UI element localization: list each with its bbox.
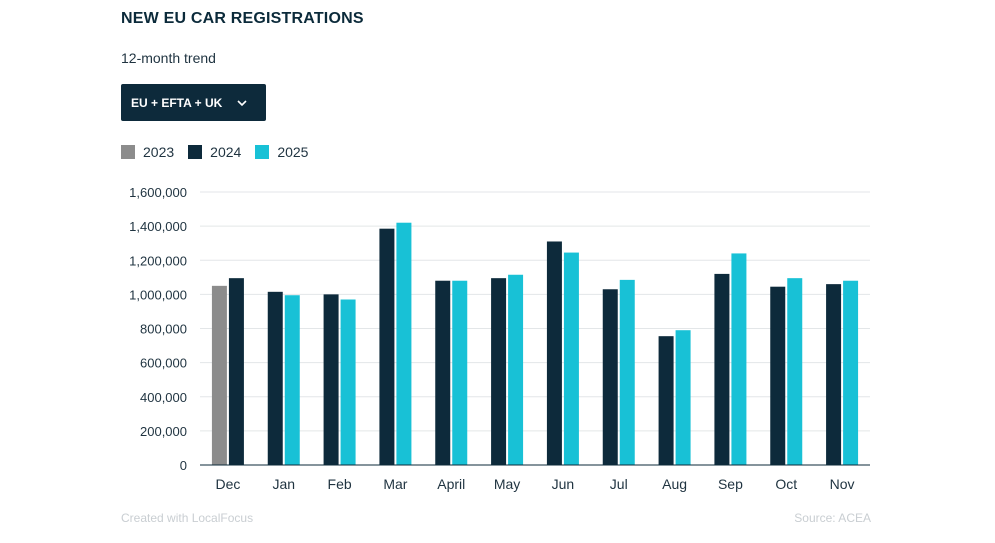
- bar-2023-dec[interactable]: [211, 285, 227, 465]
- bar-2024-feb[interactable]: [323, 294, 339, 465]
- bar-2024-nov[interactable]: [826, 284, 842, 465]
- y-tick-label: 1,000,000: [129, 287, 187, 302]
- x-tick-label: Oct: [775, 476, 797, 492]
- legend-label-2024: 2024: [210, 144, 242, 160]
- bar-2025-jun[interactable]: [563, 252, 579, 465]
- bar-2025-aug[interactable]: [675, 330, 691, 465]
- x-tick-label: Jun: [552, 476, 575, 492]
- legend: 2023 2024 2025: [121, 144, 308, 160]
- x-tick-label: May: [494, 476, 520, 492]
- x-tick-label: Jan: [272, 476, 295, 492]
- bars: [211, 222, 859, 465]
- bar-2024-may[interactable]: [491, 278, 507, 465]
- bar-2024-april[interactable]: [435, 280, 451, 465]
- credit-text: Created with LocalFocus: [121, 511, 254, 525]
- bar-2025-may[interactable]: [508, 274, 524, 465]
- y-tick-label: 1,200,000: [129, 253, 187, 268]
- x-tick-label: Mar: [383, 476, 407, 492]
- grid-lines: [200, 191, 870, 432]
- bar-2024-jul[interactable]: [602, 289, 618, 465]
- bar-2024-mar[interactable]: [379, 228, 395, 465]
- legend-label-2023: 2023: [143, 144, 175, 160]
- x-tick-label: Feb: [328, 476, 352, 492]
- y-axis-ticks: 0 200,000 400,000 600,000 800,000 1,000,000 1,…: [129, 185, 187, 473]
- y-tick-label: 1,600,000: [129, 185, 187, 200]
- source-text: Source: ACEA: [794, 511, 871, 525]
- bar-2024-dec[interactable]: [228, 278, 244, 465]
- x-tick-label: Jul: [610, 476, 628, 492]
- bar-2024-aug[interactable]: [658, 336, 674, 465]
- region-dropdown[interactable]: EU + EFTA + UK: [121, 84, 266, 121]
- bar-2025-oct[interactable]: [787, 278, 803, 465]
- y-tick-label: 0: [180, 458, 187, 473]
- bar-2025-feb[interactable]: [340, 299, 356, 465]
- legend-swatch-2024: [188, 145, 203, 159]
- x-axis-ticks: Dec Jan Feb Mar April May Jun Jul Aug Sep Oct Nov: [215, 476, 854, 492]
- y-tick-label: 200,000: [140, 424, 187, 439]
- legend-swatch-2025: [255, 145, 270, 159]
- bar-2025-jul[interactable]: [619, 279, 635, 465]
- x-tick-label: April: [437, 476, 465, 492]
- x-tick-label: Aug: [662, 476, 687, 492]
- x-tick-label: Dec: [215, 476, 240, 492]
- x-tick-label: Sep: [718, 476, 743, 492]
- legend-swatch-2023: [121, 145, 135, 159]
- chart-title: NEW EU CAR REGISTRATIONS: [121, 10, 364, 27]
- legend-item-2025[interactable]: 2025: [255, 144, 308, 160]
- bar-2025-sep[interactable]: [731, 253, 747, 465]
- region-dropdown-label: EU + EFTA + UK: [131, 95, 223, 110]
- bar-2025-april[interactable]: [452, 280, 468, 465]
- y-tick-label: 1,400,000: [129, 219, 187, 234]
- legend-item-2024[interactable]: 2024: [188, 144, 241, 160]
- x-tick-label: Nov: [830, 476, 855, 492]
- y-tick-label: 400,000: [140, 390, 187, 405]
- bar-2025-jan[interactable]: [284, 295, 300, 465]
- bar-2025-nov[interactable]: [843, 280, 859, 465]
- bar-2025-mar[interactable]: [396, 222, 412, 465]
- chevron-down-icon: [237, 99, 247, 106]
- bar-2024-jan[interactable]: [267, 291, 283, 465]
- chart-subtitle: 12-month trend: [121, 50, 216, 66]
- y-tick-label: 600,000: [140, 356, 187, 371]
- bar-2024-sep[interactable]: [714, 273, 730, 465]
- bar-2024-jun[interactable]: [546, 241, 562, 465]
- y-tick-label: 800,000: [140, 322, 187, 337]
- bar-2024-oct[interactable]: [770, 286, 786, 465]
- legend-item-2023[interactable]: 2023: [121, 144, 174, 160]
- legend-label-2025: 2025: [277, 144, 309, 160]
